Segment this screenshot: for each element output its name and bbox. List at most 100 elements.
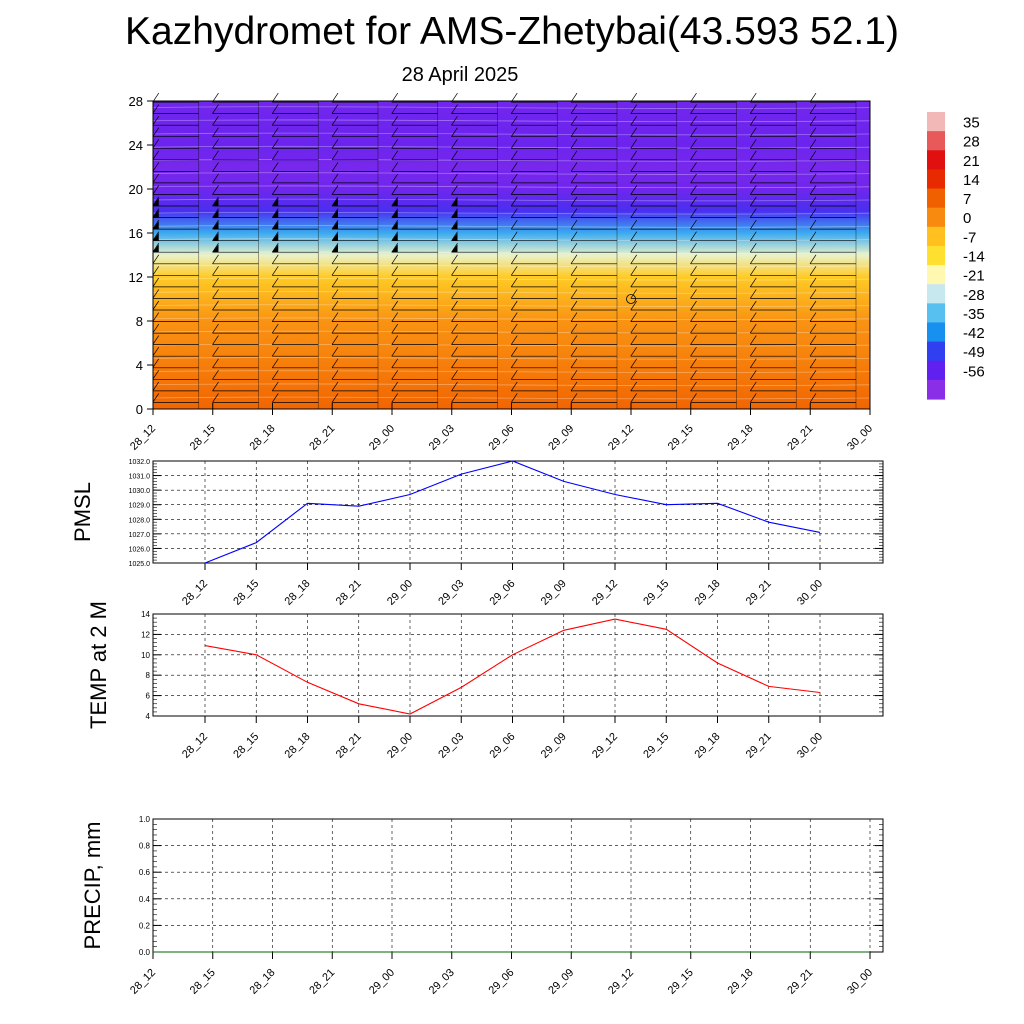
wind-barb: [690, 277, 697, 288]
wind-barb: [271, 381, 279, 392]
wind-barb: [212, 231, 219, 241]
wind-barb: [809, 231, 817, 241]
wind-barb: [331, 300, 339, 311]
wind-barb: [809, 277, 817, 288]
wind-barb: [451, 335, 458, 345]
wind-barb: [749, 323, 757, 334]
contour-line: [152, 383, 871, 387]
wind-barb: [690, 335, 697, 345]
wind-barb: [212, 185, 219, 195]
y-tick-label: 0.4: [139, 895, 151, 904]
wind-barb: [331, 347, 339, 357]
wind-barb: [391, 312, 399, 322]
x-tick-label: 29_21: [744, 731, 774, 761]
wind-barb: [391, 116, 399, 126]
colorbar-label: -49: [963, 344, 985, 361]
wind-barb: [690, 173, 697, 184]
wind-barb: [570, 266, 578, 276]
wind-barb: [271, 300, 279, 311]
wind-barb: [809, 335, 817, 345]
x-tick-label: 29_15: [666, 967, 696, 997]
wind-barb: [271, 104, 279, 114]
x-tick-label: 28_12: [180, 578, 210, 608]
wind-barb: [152, 127, 160, 137]
colorbar-swatch: [927, 226, 945, 247]
wind-barb: [152, 219, 160, 230]
wind-barb-column: [152, 92, 200, 409]
wind-barb: [391, 127, 399, 137]
wind-barb: [630, 243, 638, 253]
wind-barb: [630, 312, 638, 322]
wind-barb: [809, 185, 817, 195]
wind-barb: [152, 139, 160, 149]
wind-barb: [570, 127, 578, 137]
wind-barb: [809, 219, 817, 230]
wind-barb: [570, 243, 578, 253]
x-tick-label: 29_12: [606, 423, 636, 453]
wind-barb: [690, 254, 697, 264]
wind-barb: [271, 312, 279, 322]
wind-barb: [152, 266, 160, 276]
colorbar-label: 28: [963, 134, 980, 151]
wind-barb: [749, 150, 757, 160]
wind-barb: [690, 104, 697, 114]
wind-barb: [451, 196, 458, 207]
colorbar-swatch: [927, 284, 945, 304]
contour-line: [152, 370, 871, 373]
wind-barb: [510, 162, 518, 172]
wind-barb: [271, 358, 279, 368]
wind-barb: [630, 266, 638, 276]
wind-barb: [152, 335, 160, 345]
x-tick-label: 30_00: [845, 423, 875, 453]
wind-barb: [809, 127, 817, 137]
wind-barb: [212, 347, 219, 357]
wind-barb: [212, 254, 219, 264]
wind-barb: [451, 300, 458, 311]
wind-barb: [331, 185, 339, 195]
wind-barb: [152, 196, 160, 207]
wind-pennant: [212, 244, 219, 253]
x-tick-label: 28_15: [188, 423, 218, 453]
x-tick-label: 28_12: [128, 423, 158, 453]
wind-barb: [212, 208, 219, 218]
wind-barb: [510, 277, 518, 288]
wind-barb: [749, 173, 757, 184]
wind-barb: [630, 127, 638, 137]
wind-barb: [152, 150, 160, 160]
y-tick-label: 0.0: [139, 948, 151, 957]
wind-barb: [212, 312, 219, 322]
wind-barb: [212, 300, 219, 311]
wind-barb: [391, 185, 399, 195]
contour-line: [152, 304, 871, 307]
wind-pennant: [451, 232, 458, 241]
wind-barb: [391, 289, 399, 299]
wind-barb: [212, 393, 219, 403]
wind-barb: [690, 162, 697, 172]
colorbar-label: -21: [963, 268, 985, 285]
wind-barb: [212, 335, 219, 345]
wind-barb: [212, 173, 219, 184]
x-tick-label: 29_15: [641, 578, 671, 608]
wind-barb: [451, 381, 458, 392]
wind-barb: [749, 266, 757, 276]
wind-barb: [630, 173, 638, 184]
wind-barb: [749, 381, 757, 392]
wind-barb: [391, 162, 399, 172]
x-tick-label: 29_03: [427, 423, 457, 453]
wind-barb: [451, 208, 458, 218]
wind-barb: [331, 116, 339, 126]
contour-line: [152, 264, 871, 268]
wind-barb: [690, 323, 697, 334]
series-line: [204, 618, 821, 715]
x-tick-label: 28_18: [283, 578, 313, 608]
wind-barb: [510, 381, 518, 392]
x-tick-label: 29_09: [539, 731, 569, 761]
wind-barb: [510, 116, 518, 126]
wind-barb: [451, 104, 458, 114]
wind-barb: [391, 381, 399, 392]
wind-barb-column: [749, 92, 797, 409]
wind-barb: [510, 139, 518, 149]
wind-barb: [331, 196, 339, 207]
wind-barb: [809, 347, 817, 357]
wind-pennant: [451, 244, 458, 253]
